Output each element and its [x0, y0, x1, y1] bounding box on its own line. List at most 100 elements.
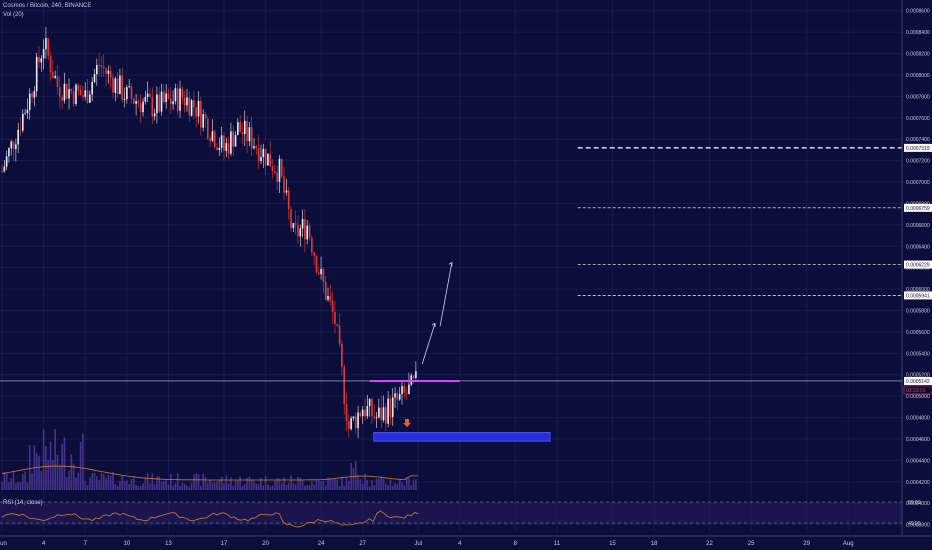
candle-body — [72, 91, 75, 105]
candle-body — [264, 148, 267, 166]
volume-bar — [209, 479, 211, 490]
volume-bar — [227, 483, 230, 490]
candle-body — [280, 158, 283, 177]
price-tick-label: 0.0006000 — [906, 287, 930, 293]
volume-bar — [308, 484, 311, 490]
candle-body — [255, 146, 258, 148]
volume-bar — [47, 460, 50, 490]
volume-bar — [153, 484, 156, 490]
price-tick-label: 0.0007800 — [906, 94, 930, 100]
candle-body — [220, 135, 223, 148]
volume-bar — [24, 471, 26, 490]
volume-bar — [410, 484, 413, 490]
grid — [0, 0, 902, 532]
rsi-pane — [0, 501, 902, 528]
time-tick-label: 22 — [706, 541, 713, 547]
volume-bar — [253, 481, 255, 490]
down-arrow-icon — [403, 419, 412, 427]
rsi-band — [0, 502, 902, 524]
candle-body — [56, 76, 59, 87]
volume-bar — [334, 478, 336, 490]
price-tick-label: 0.0004600 — [906, 437, 930, 443]
drawings[interactable] — [0, 147, 902, 442]
volume-bar — [352, 467, 355, 490]
time-tick-label: 29 — [803, 541, 810, 547]
volume-bar — [336, 479, 339, 490]
candle-body — [348, 421, 350, 430]
time-tick-label: 7 — [84, 541, 88, 547]
candle-body — [123, 99, 126, 100]
candle-body — [324, 281, 327, 300]
price-tick-label: 0.0004200 — [906, 480, 930, 486]
candle-body — [142, 101, 144, 113]
chart-title: Cosmos / Bitcoin, 240, BINANCE — [3, 3, 92, 9]
volume-bar — [320, 481, 322, 490]
candle-body — [361, 409, 364, 417]
volume-bar — [280, 482, 283, 490]
candle-body — [306, 225, 309, 240]
volume-bar — [405, 477, 408, 490]
volume-bar — [95, 476, 98, 490]
candle-body — [304, 219, 306, 240]
candle-body — [329, 295, 332, 302]
volume-bar — [389, 479, 392, 490]
candle-body — [248, 127, 251, 142]
countdown-label: 03:23:01 — [906, 388, 926, 394]
candle-body — [241, 131, 244, 135]
candle-body — [188, 97, 191, 116]
candle-body — [61, 96, 63, 101]
candle-body — [40, 58, 43, 63]
volume-bar — [10, 478, 13, 490]
candle-body — [181, 88, 184, 98]
candle-body — [38, 56, 40, 63]
volume-bar — [246, 477, 248, 490]
volume-bar — [341, 476, 343, 490]
volume-bar — [338, 486, 341, 490]
candle-body — [22, 113, 24, 131]
volume-bar — [385, 483, 387, 490]
volume-bar — [26, 482, 29, 490]
candle-body — [209, 138, 211, 141]
volume-bar — [58, 464, 61, 490]
candle-body — [128, 86, 130, 88]
projection-line-2[interactable] — [439, 262, 453, 327]
volume-bar — [151, 472, 154, 490]
support-zone-box[interactable] — [373, 432, 551, 442]
volume-bar — [299, 477, 302, 490]
volume-bar — [77, 472, 80, 490]
volume-bar — [181, 482, 184, 490]
candle-body — [151, 96, 154, 117]
candle-body — [380, 407, 383, 421]
candle-body — [116, 78, 119, 95]
time-tick-label: 17 — [221, 541, 228, 547]
volume-bar — [49, 441, 52, 490]
volume-moving-average — [1, 465, 419, 481]
candle-body — [368, 399, 371, 407]
volume-bar — [248, 476, 251, 490]
volume-bar — [287, 482, 290, 490]
candle-body — [135, 101, 137, 104]
volume-bar — [232, 485, 235, 490]
volume-bar — [368, 486, 371, 490]
price-label-box — [904, 203, 932, 212]
volume-bar — [146, 473, 149, 490]
candle-body — [373, 416, 376, 418]
candle-body — [112, 77, 114, 93]
volume-bar — [267, 484, 269, 490]
volume-bar — [126, 480, 128, 490]
volume-bar — [139, 486, 142, 490]
volume-bar — [105, 478, 107, 490]
volume-bar — [137, 485, 140, 490]
projection-line-1[interactable] — [421, 323, 436, 365]
candle-body — [359, 412, 362, 417]
volume-bar — [63, 437, 66, 490]
volume-bar — [45, 446, 47, 490]
volume-bar — [93, 472, 96, 490]
candle-body — [153, 113, 156, 117]
projection-arrowhead — [448, 261, 453, 267]
candle-body — [100, 65, 103, 67]
volume-bar — [35, 452, 38, 490]
price-tick-label: 0.0007000 — [906, 180, 930, 186]
candle-body — [216, 147, 218, 150]
